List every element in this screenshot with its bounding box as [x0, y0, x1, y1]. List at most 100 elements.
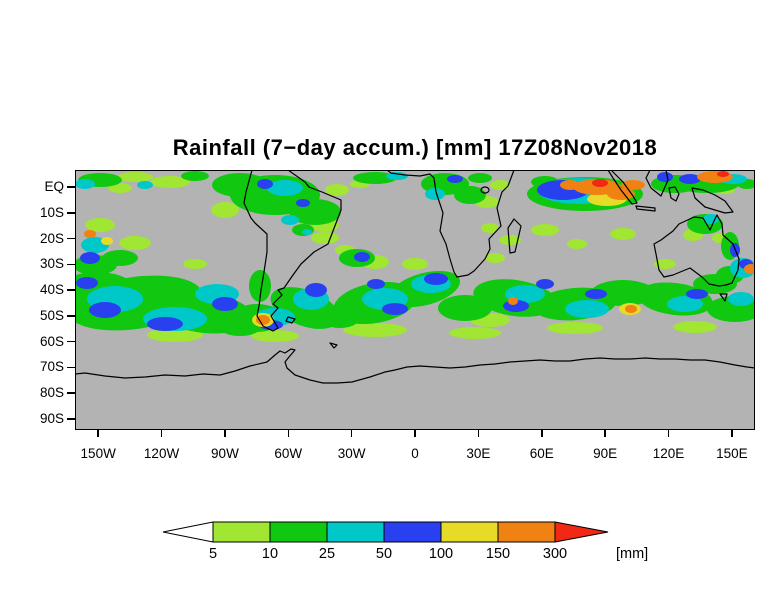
lat-tick-label: 60S [39, 333, 64, 349]
rain-blob [367, 279, 385, 289]
rain-blob [183, 259, 207, 269]
colorbar-tick-label: 5 [209, 546, 217, 562]
colorbar-segment [497, 521, 556, 543]
lat-tick-mark [67, 418, 75, 420]
rain-blob [481, 223, 499, 233]
rain-blob [536, 279, 554, 289]
coastline-antarctica [75, 348, 755, 384]
rain-blob [744, 264, 755, 274]
rain-blob [547, 322, 603, 334]
rain-blob [454, 186, 486, 204]
lon-tick-label: 60E [529, 446, 554, 461]
rain-blob [281, 215, 299, 225]
rain-blob [84, 230, 96, 238]
rain-blob [80, 252, 100, 264]
lon-tick-label: 60W [274, 446, 303, 461]
rain-blob [305, 283, 327, 297]
rain-blob [560, 180, 580, 190]
coastline-africa [386, 170, 515, 278]
rainfall-map [75, 170, 755, 430]
colorbar-tick-label: 50 [376, 546, 392, 562]
rain-blob [117, 172, 153, 182]
lat-tick-label: 90S [39, 411, 64, 427]
lat-tick-label: 50S [39, 307, 64, 323]
rain-blob [85, 218, 115, 232]
colorbar-tick-label: 25 [319, 546, 335, 562]
rain-blob [325, 184, 349, 196]
rain-blob [101, 237, 113, 245]
rain-blob [212, 173, 268, 197]
lon-tick-label: 150E [716, 446, 748, 461]
lat-tick-mark [67, 289, 75, 291]
rain-blob [657, 172, 673, 182]
coastline-lake-victoria [480, 186, 490, 194]
rainfall-shading [75, 171, 755, 342]
lat-tick-mark [67, 186, 75, 188]
colorbar: 5 10 25 50 100 150 300 [mm] [162, 521, 648, 562]
rain-blob [485, 253, 505, 263]
rain-blob [108, 183, 132, 193]
lat-tick-label: 40S [39, 282, 64, 298]
lat-tick-label: 80S [39, 385, 64, 401]
rain-blob [296, 199, 310, 207]
colorbar-segment [269, 521, 328, 543]
coastline-south-america [243, 170, 342, 332]
rain-blob [679, 174, 701, 184]
rain-blob [686, 289, 708, 299]
coastline-borneo [645, 170, 669, 197]
lon-tick-mark [541, 430, 543, 437]
rain-blob [490, 180, 510, 190]
lat-tick-label: 10S [39, 204, 64, 220]
rain-blob [468, 173, 492, 183]
rain-blob [181, 171, 209, 181]
lat-tick-mark [67, 340, 75, 343]
lat-tick-mark [67, 392, 75, 394]
rain-blob [353, 172, 397, 184]
lat-tick-mark [67, 315, 75, 317]
rain-blob [717, 171, 729, 177]
rain-blob [703, 214, 719, 224]
rain-blob [302, 229, 312, 235]
rain-blob [654, 259, 676, 269]
colorbar-tick-label: 10 [262, 546, 278, 562]
coastline-madagascar [507, 218, 522, 254]
rain-blob [667, 296, 703, 312]
rain-blob [150, 176, 190, 188]
colorbar-right-arrow [554, 521, 609, 543]
coastline-sumatra [607, 170, 638, 205]
coastline-tasmania [719, 293, 728, 302]
rain-blob [592, 179, 608, 187]
lon-tick-mark [224, 430, 226, 437]
rain-blob [251, 330, 299, 342]
lon-tick-label: 30W [337, 446, 366, 461]
rain-blob [607, 188, 635, 200]
lon-tick-label: 90W [211, 446, 239, 461]
lon-tick-mark [731, 430, 733, 437]
lon-tick-label: 30E [466, 446, 491, 461]
rain-blob [256, 315, 270, 325]
lon-tick-mark [667, 430, 670, 437]
rain-blob [119, 236, 151, 250]
rain-blob [728, 292, 754, 306]
rain-blob [147, 328, 203, 342]
coastline-java [635, 205, 656, 212]
rain-blob [424, 273, 448, 285]
rain-blob [610, 228, 636, 240]
coastline-new-guinea [691, 187, 734, 214]
lon-tick-label: 120W [143, 446, 180, 461]
rain-blob [89, 302, 121, 318]
lat-tick-mark [67, 237, 75, 240]
coastline-south-georgia [329, 342, 338, 349]
lon-tick-mark [414, 430, 416, 437]
rain-blob [567, 239, 587, 249]
lon-tick-label: 0 [411, 446, 419, 461]
lat-tick-label: 20S [39, 230, 64, 246]
lon-tick-label: 90E [593, 446, 618, 461]
lon-tick-mark [477, 430, 480, 437]
colorbar-unit-label: [mm] [616, 546, 648, 562]
rain-blob [565, 300, 609, 318]
coastlines [75, 170, 755, 384]
colorbar-left-arrow [162, 521, 214, 543]
colorbar-tick-label: 150 [486, 546, 510, 562]
